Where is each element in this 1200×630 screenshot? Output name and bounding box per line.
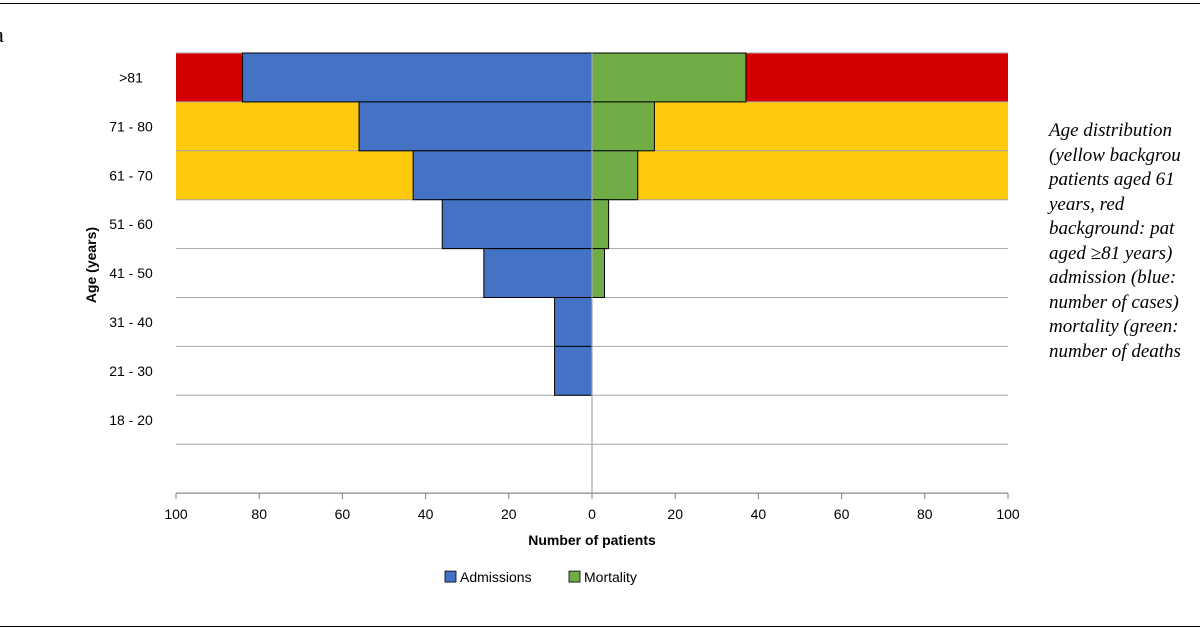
bar-admissions [441, 199, 593, 250]
bar-mortality [591, 101, 655, 152]
x-axis-title: Number of patients [528, 532, 656, 548]
x-tick-label: 80 [917, 506, 933, 522]
y-category-label: 71 - 80 [109, 118, 153, 134]
bottom-border-line [0, 626, 1200, 627]
bar-admissions [358, 101, 593, 152]
bar-admissions [412, 150, 593, 201]
x-tick-label: 60 [834, 506, 850, 522]
bar-admissions [554, 297, 593, 347]
y-category-label: 31 - 40 [109, 314, 153, 330]
legend-label-admissions: Admissions [460, 569, 532, 585]
y-category-label: 21 - 30 [109, 363, 153, 379]
y-category-label: 41 - 50 [109, 265, 153, 281]
bar-mortality [591, 52, 747, 103]
x-tick-label: 100 [996, 506, 1020, 522]
y-category-label: >81 [119, 69, 143, 85]
x-tick-label: 20 [667, 506, 683, 522]
x-tick-label: 80 [251, 506, 267, 522]
bar-admissions [554, 345, 593, 396]
x-tick-label: 0 [588, 506, 596, 522]
x-tick-label: 20 [501, 506, 517, 522]
bar-admissions [483, 248, 593, 299]
x-tick-label: 100 [164, 506, 188, 522]
x-tick-label: 40 [418, 506, 434, 522]
legend-swatch-mortality [568, 570, 581, 583]
legend-label-mortality: Mortality [584, 569, 637, 585]
top-border-line [0, 3, 1200, 4]
bar-mortality [591, 248, 605, 299]
legend-swatch-admissions [444, 570, 457, 583]
y-category-label: 18 - 20 [109, 412, 153, 428]
population-pyramid-chart: 100 80 60 40 20 0 20 40 60 80 100 >81 71 - 80 61 - 70… [83, 52, 1020, 585]
bar-mortality [591, 199, 610, 250]
y-axis-title: Age (years) [83, 227, 99, 303]
bar-admissions [242, 52, 593, 103]
panel-letter: a [0, 22, 4, 48]
y-category-label: 61 - 70 [109, 167, 153, 183]
x-tick-label: 60 [335, 506, 351, 522]
y-category-label: 51 - 60 [109, 216, 153, 232]
x-tick-label: 40 [751, 506, 767, 522]
bar-mortality [591, 150, 639, 201]
figure-caption: Age distribution (yellow backgrou patien… [1049, 120, 1181, 362]
